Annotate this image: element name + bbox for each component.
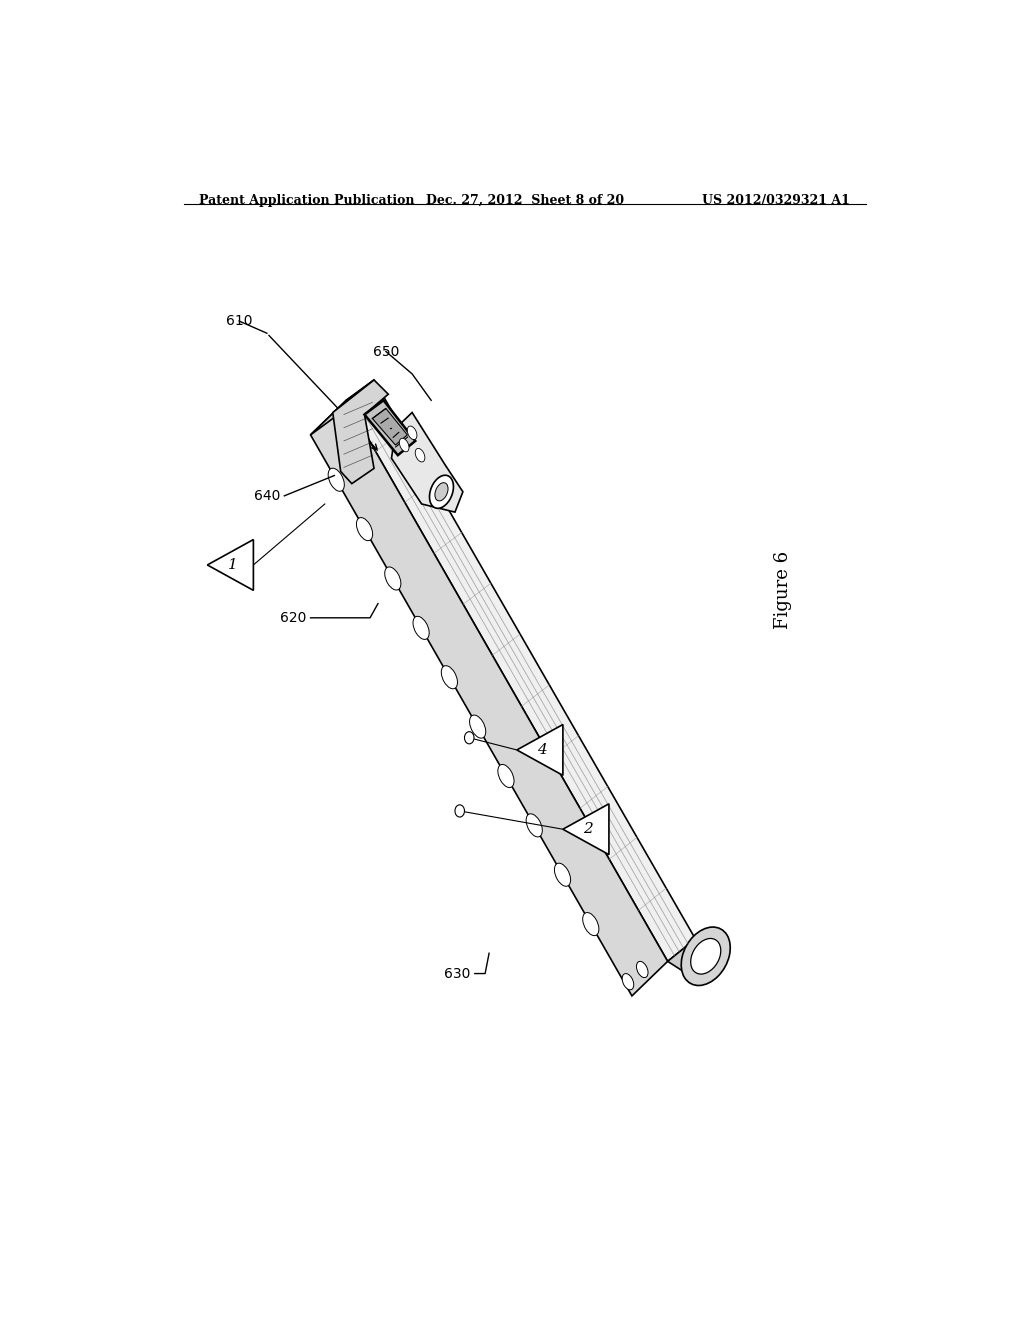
Text: 640: 640 [254, 488, 281, 503]
Text: 620: 620 [280, 611, 306, 624]
Ellipse shape [429, 475, 454, 508]
Ellipse shape [328, 469, 344, 491]
Ellipse shape [441, 665, 458, 689]
Ellipse shape [356, 517, 373, 541]
Ellipse shape [623, 974, 634, 990]
Text: Patent Application Publication: Patent Application Publication [200, 194, 415, 207]
Ellipse shape [415, 449, 425, 462]
Text: US 2012/0329321 A1: US 2012/0329321 A1 [702, 194, 850, 207]
Ellipse shape [498, 764, 514, 788]
Ellipse shape [385, 566, 400, 590]
Text: Figure 6: Figure 6 [774, 552, 792, 630]
Polygon shape [310, 400, 668, 995]
Text: 2: 2 [584, 822, 593, 837]
Polygon shape [346, 380, 695, 961]
Circle shape [465, 731, 474, 744]
Polygon shape [373, 408, 408, 445]
Text: 4: 4 [538, 743, 547, 756]
Circle shape [455, 805, 465, 817]
Polygon shape [563, 804, 609, 854]
Ellipse shape [637, 961, 648, 978]
Ellipse shape [583, 912, 599, 936]
Ellipse shape [554, 863, 570, 886]
Text: Dec. 27, 2012  Sheet 8 of 20: Dec. 27, 2012 Sheet 8 of 20 [426, 194, 624, 207]
Ellipse shape [681, 927, 730, 986]
Polygon shape [365, 400, 416, 455]
Polygon shape [207, 540, 253, 590]
Text: 610: 610 [226, 314, 252, 329]
Polygon shape [517, 725, 563, 775]
Polygon shape [391, 412, 463, 512]
Ellipse shape [470, 715, 485, 738]
Ellipse shape [526, 814, 543, 837]
Ellipse shape [435, 483, 449, 500]
Polygon shape [333, 380, 388, 483]
Ellipse shape [399, 438, 409, 451]
Polygon shape [668, 939, 717, 975]
Text: 1: 1 [227, 558, 238, 572]
Ellipse shape [408, 426, 417, 440]
Polygon shape [310, 380, 374, 434]
Ellipse shape [413, 616, 429, 639]
Text: 650: 650 [373, 345, 399, 359]
Text: 630: 630 [444, 966, 471, 981]
Ellipse shape [691, 939, 721, 974]
